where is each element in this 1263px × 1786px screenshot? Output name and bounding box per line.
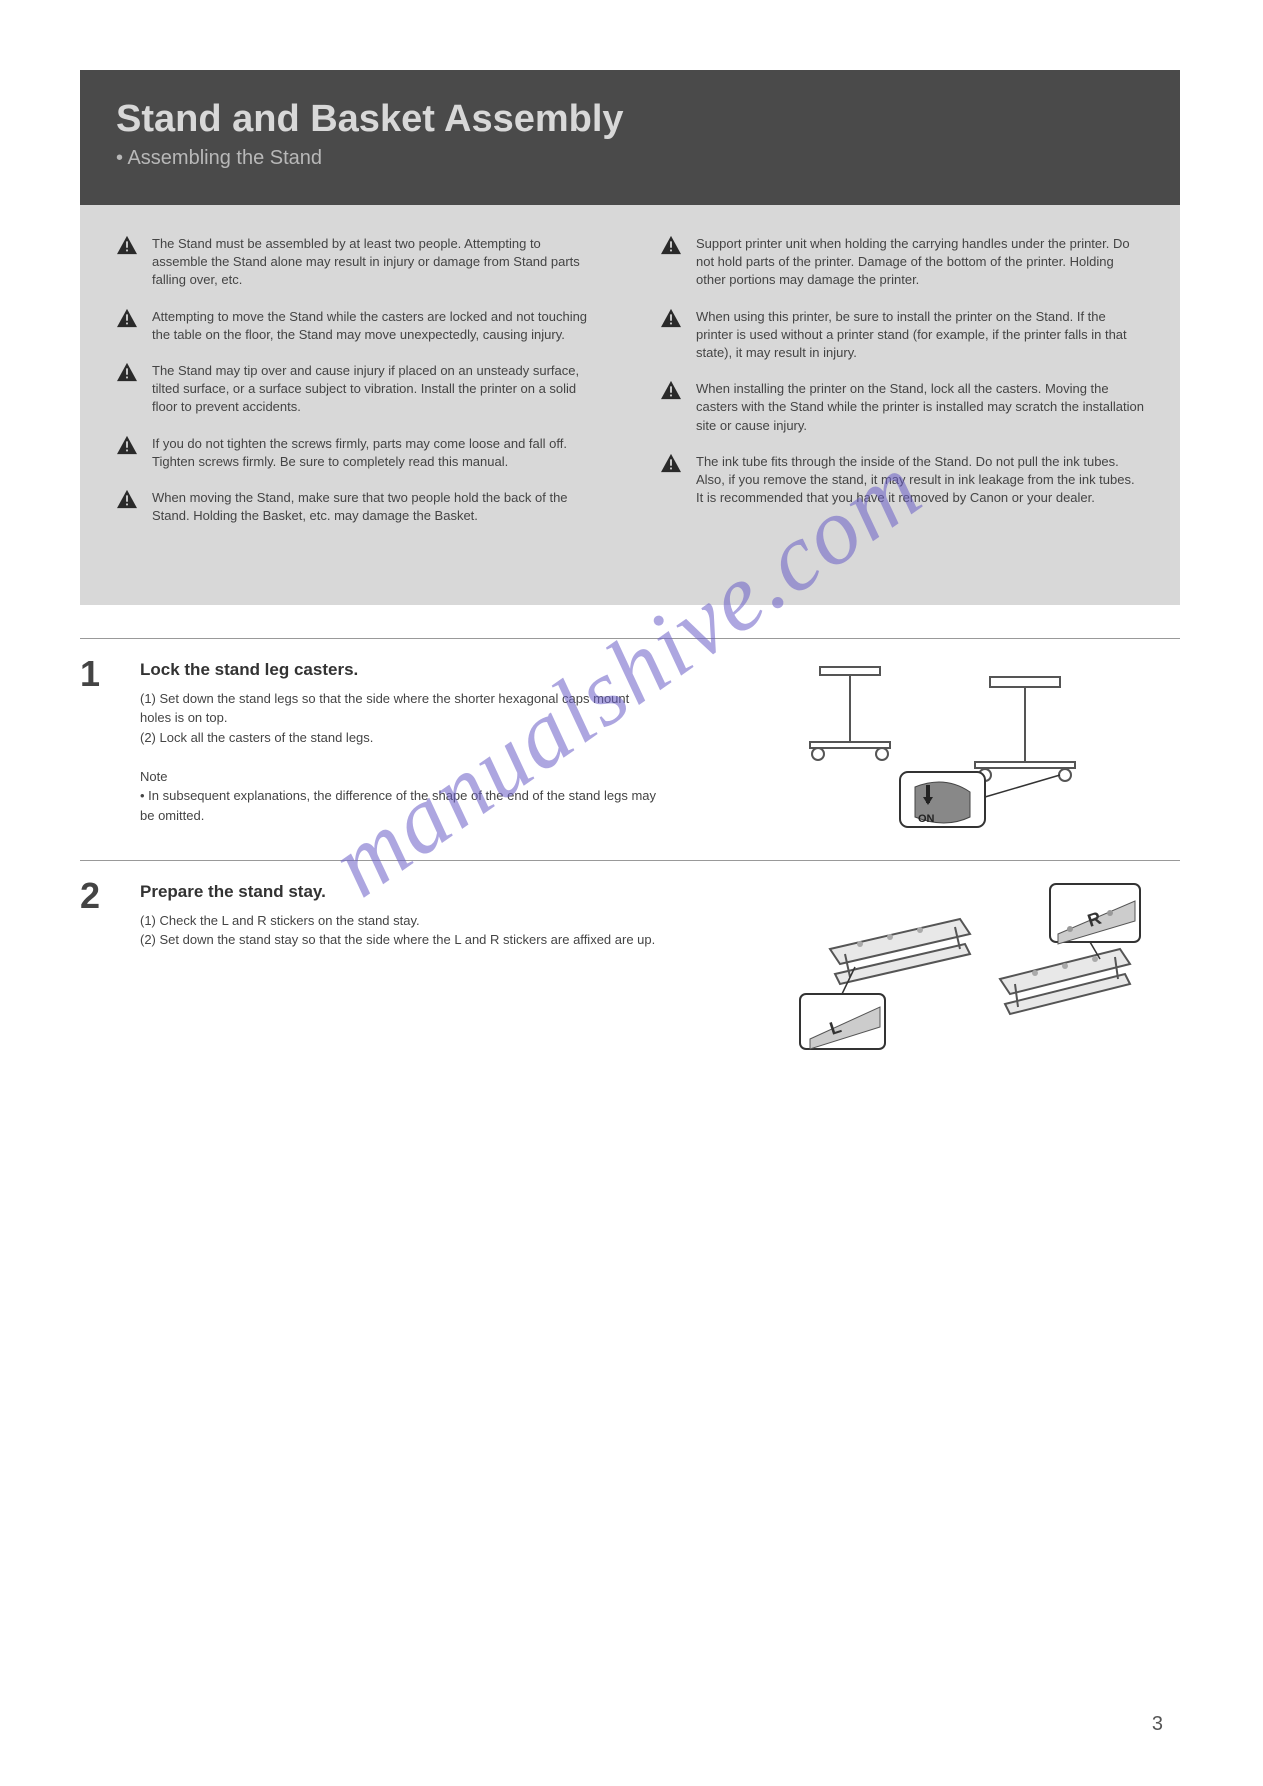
warning-text: When moving the Stand, make sure that tw…	[152, 489, 600, 525]
svg-text:ON: ON	[918, 813, 935, 825]
warning-icon	[660, 380, 682, 400]
warning-icon	[660, 308, 682, 328]
step-number: 2	[80, 875, 100, 917]
warning-text: Attempting to move the Stand while the c…	[152, 308, 600, 344]
warning-text: The Stand may tip over and cause injury …	[152, 362, 600, 417]
step-1-diagram: ON	[790, 657, 1150, 832]
warning-text: When using this printer, be sure to inst…	[696, 308, 1144, 363]
warnings-left-column: The Stand must be assembled by at least …	[116, 235, 600, 543]
warning-text: The ink tube fits through the inside of …	[696, 453, 1144, 508]
warning-icon	[116, 308, 138, 328]
step-number: 1	[80, 653, 100, 695]
warning-text: Support printer unit when holding the ca…	[696, 235, 1144, 290]
warning-icon	[116, 489, 138, 509]
warning-item: The ink tube fits through the inside of …	[660, 453, 1144, 508]
warning-item: Support printer unit when holding the ca…	[660, 235, 1144, 290]
warning-icon	[660, 235, 682, 255]
warning-text: The Stand must be assembled by at least …	[152, 235, 600, 290]
step-body: Lock the stand leg casters. (1) Set down…	[140, 657, 660, 825]
header-bar: Stand and Basket Assembly • Assembling t…	[80, 70, 1180, 205]
warning-text: When installing the printer on the Stand…	[696, 380, 1144, 435]
warning-item: When using this printer, be sure to inst…	[660, 308, 1144, 363]
step-2-diagram: L R	[790, 879, 1150, 1054]
step-text: (1) Set down the stand legs so that the …	[140, 689, 660, 826]
step-2-block: 2 Prepare the stand stay. (1) Check the …	[80, 860, 1180, 1090]
step-title: Prepare the stand stay.	[140, 879, 660, 905]
warnings-block: The Stand must be assembled by at least …	[80, 205, 1180, 605]
warning-icon	[116, 362, 138, 382]
warning-item: The Stand must be assembled by at least …	[116, 235, 600, 290]
warnings-right-column: Support printer unit when holding the ca…	[660, 235, 1144, 543]
page-subtitle: • Assembling the Stand	[116, 147, 1144, 170]
warning-icon	[660, 453, 682, 473]
step-text: (1) Check the L and R stickers on the st…	[140, 911, 660, 950]
step-title: Lock the stand leg casters.	[140, 657, 660, 683]
step-body: Prepare the stand stay. (1) Check the L …	[140, 879, 660, 950]
step-1-block: 1 Lock the stand leg casters. (1) Set do…	[80, 638, 1180, 858]
page-number: 3	[1152, 1713, 1163, 1736]
warning-item: The Stand may tip over and cause injury …	[116, 362, 600, 417]
warning-item: When moving the Stand, make sure that tw…	[116, 489, 600, 525]
warning-item: If you do not tighten the screws firmly,…	[116, 435, 600, 471]
warning-item: When installing the printer on the Stand…	[660, 380, 1144, 435]
page-title: Stand and Basket Assembly	[116, 98, 1144, 141]
warning-icon	[116, 435, 138, 455]
warning-icon	[116, 235, 138, 255]
warning-item: Attempting to move the Stand while the c…	[116, 308, 600, 344]
warning-text: If you do not tighten the screws firmly,…	[152, 435, 600, 471]
